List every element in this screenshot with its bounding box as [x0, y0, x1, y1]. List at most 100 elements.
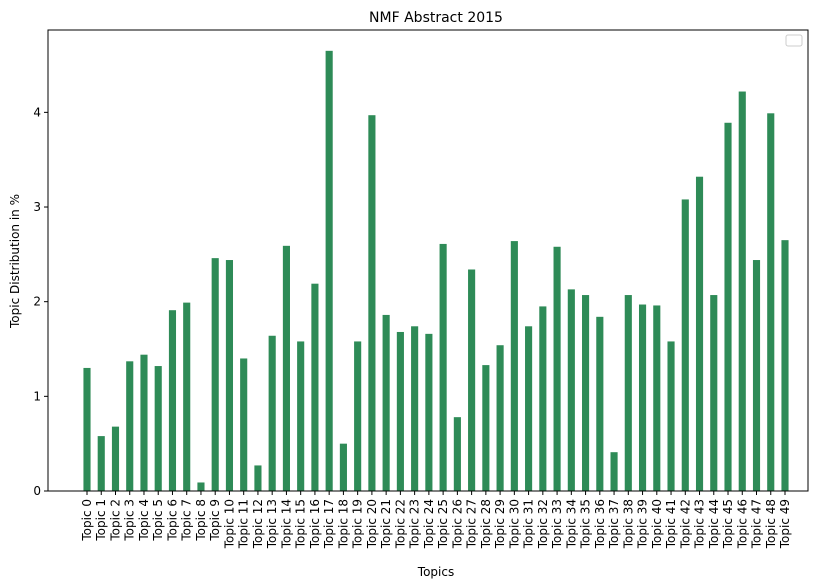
bar-44 — [710, 295, 718, 491]
x-tick-label-38: Topic 38 — [621, 499, 635, 549]
x-tick-label-13: Topic 13 — [265, 499, 279, 549]
bar-16 — [311, 283, 319, 491]
bar-25 — [439, 243, 447, 491]
bar-38 — [624, 295, 632, 491]
x-tick-label-21: Topic 21 — [379, 499, 393, 549]
x-tick-label-9: Topic 9 — [208, 499, 222, 542]
bar-47 — [752, 260, 761, 491]
bar-8 — [197, 482, 205, 491]
bar-37 — [610, 452, 618, 491]
bar-32 — [539, 306, 547, 491]
bar-41 — [667, 341, 675, 491]
bar-43 — [695, 176, 704, 491]
x-tick-label-16: Topic 16 — [308, 499, 322, 549]
bar-42 — [681, 199, 689, 491]
y-tick-label-4: 4 — [33, 105, 41, 119]
x-tick-label-29: Topic 29 — [493, 499, 507, 549]
x-tick-label-28: Topic 28 — [479, 499, 493, 549]
bar-1 — [97, 436, 105, 491]
bar-4 — [140, 354, 148, 491]
bar-15 — [297, 341, 305, 491]
x-tick-label-3: Topic 3 — [123, 499, 137, 542]
x-tick-label-17: Topic 17 — [322, 499, 336, 549]
x-tick-label-15: Topic 15 — [294, 499, 308, 549]
bar-19 — [354, 341, 362, 491]
bar-11 — [240, 358, 248, 491]
x-tick-label-5: Topic 5 — [151, 499, 165, 542]
x-tick-label-44: Topic 44 — [707, 499, 721, 549]
x-tick-label-46: Topic 46 — [735, 499, 749, 549]
bar-6 — [168, 310, 177, 491]
x-tick-label-22: Topic 22 — [393, 499, 407, 549]
x-axis-label: Topics — [417, 565, 454, 579]
x-tick-label-31: Topic 31 — [522, 499, 536, 549]
bars-group — [83, 50, 789, 492]
x-tick-label-47: Topic 47 — [750, 499, 764, 549]
bar-5 — [154, 366, 162, 491]
bar-0 — [83, 367, 91, 491]
bar-14 — [282, 245, 290, 491]
x-tick-label-24: Topic 24 — [422, 499, 436, 549]
bar-39 — [638, 304, 647, 491]
bar-22 — [396, 331, 404, 491]
x-tick-label-43: Topic 43 — [693, 499, 707, 549]
y-tick-label-0: 0 — [33, 484, 41, 498]
bar-20 — [368, 115, 376, 491]
x-tick-label-41: Topic 41 — [664, 499, 678, 549]
bar-23 — [411, 326, 419, 491]
x-tick-label-30: Topic 30 — [507, 499, 521, 549]
x-tick-label-48: Topic 48 — [764, 499, 778, 549]
plot-frame — [47, 29, 809, 492]
bar-24 — [425, 333, 433, 491]
bar-9 — [211, 258, 219, 491]
y-axis-ticks: 0 1 2 3 4 — [33, 105, 48, 498]
bar-21 — [382, 314, 390, 491]
bar-48 — [767, 113, 775, 492]
x-tick-label-26: Topic 26 — [450, 499, 464, 549]
x-tick-label-11: Topic 11 — [237, 499, 251, 549]
bar-18 — [339, 443, 347, 491]
bar-13 — [268, 335, 276, 491]
bar-28 — [482, 365, 490, 491]
x-tick-label-0: Topic 0 — [80, 499, 94, 542]
bar-7 — [183, 302, 191, 491]
bar-34 — [567, 289, 575, 491]
x-tick-label-27: Topic 27 — [465, 499, 479, 549]
chart-title: NMF Abstract 2015 — [369, 10, 503, 26]
bar-49 — [781, 240, 789, 491]
x-tick-label-36: Topic 36 — [593, 499, 607, 549]
x-axis-ticks: Topic 0 Topic 1 Topic 2 Topic 3 Topic 4 Topic… — [80, 491, 792, 549]
x-tick-label-4: Topic 4 — [137, 499, 151, 542]
y-axis-label: Topic Distribution in % — [8, 194, 22, 329]
x-tick-label-18: Topic 18 — [336, 499, 350, 549]
x-tick-label-32: Topic 32 — [536, 499, 550, 549]
bar-29 — [496, 345, 504, 491]
y-tick-label-3: 3 — [33, 200, 41, 214]
bar-46 — [738, 91, 746, 491]
x-tick-label-25: Topic 25 — [436, 499, 450, 549]
bar-3 — [126, 361, 134, 491]
x-tick-label-37: Topic 37 — [607, 499, 621, 549]
x-tick-label-33: Topic 33 — [550, 499, 564, 549]
x-tick-label-42: Topic 42 — [678, 499, 692, 549]
x-tick-label-23: Topic 23 — [408, 499, 422, 549]
x-tick-label-20: Topic 20 — [365, 499, 379, 549]
x-tick-label-10: Topic 10 — [222, 499, 236, 549]
bar-30 — [510, 241, 518, 491]
bar-33 — [553, 246, 561, 491]
bar-2 — [111, 426, 120, 491]
x-tick-label-19: Topic 19 — [351, 499, 365, 549]
x-tick-label-12: Topic 12 — [251, 499, 265, 549]
x-tick-label-35: Topic 35 — [579, 499, 593, 549]
x-tick-label-7: Topic 7 — [180, 499, 194, 542]
y-tick-label-1: 1 — [33, 389, 41, 403]
x-tick-label-1: Topic 1 — [94, 499, 108, 542]
bar-10 — [225, 260, 234, 491]
x-tick-label-6: Topic 6 — [165, 499, 179, 542]
bar-26 — [453, 417, 461, 491]
x-tick-label-8: Topic 8 — [194, 499, 208, 542]
bar-45 — [724, 122, 732, 492]
x-tick-label-39: Topic 39 — [636, 499, 650, 549]
x-tick-label-49: Topic 49 — [778, 499, 792, 549]
